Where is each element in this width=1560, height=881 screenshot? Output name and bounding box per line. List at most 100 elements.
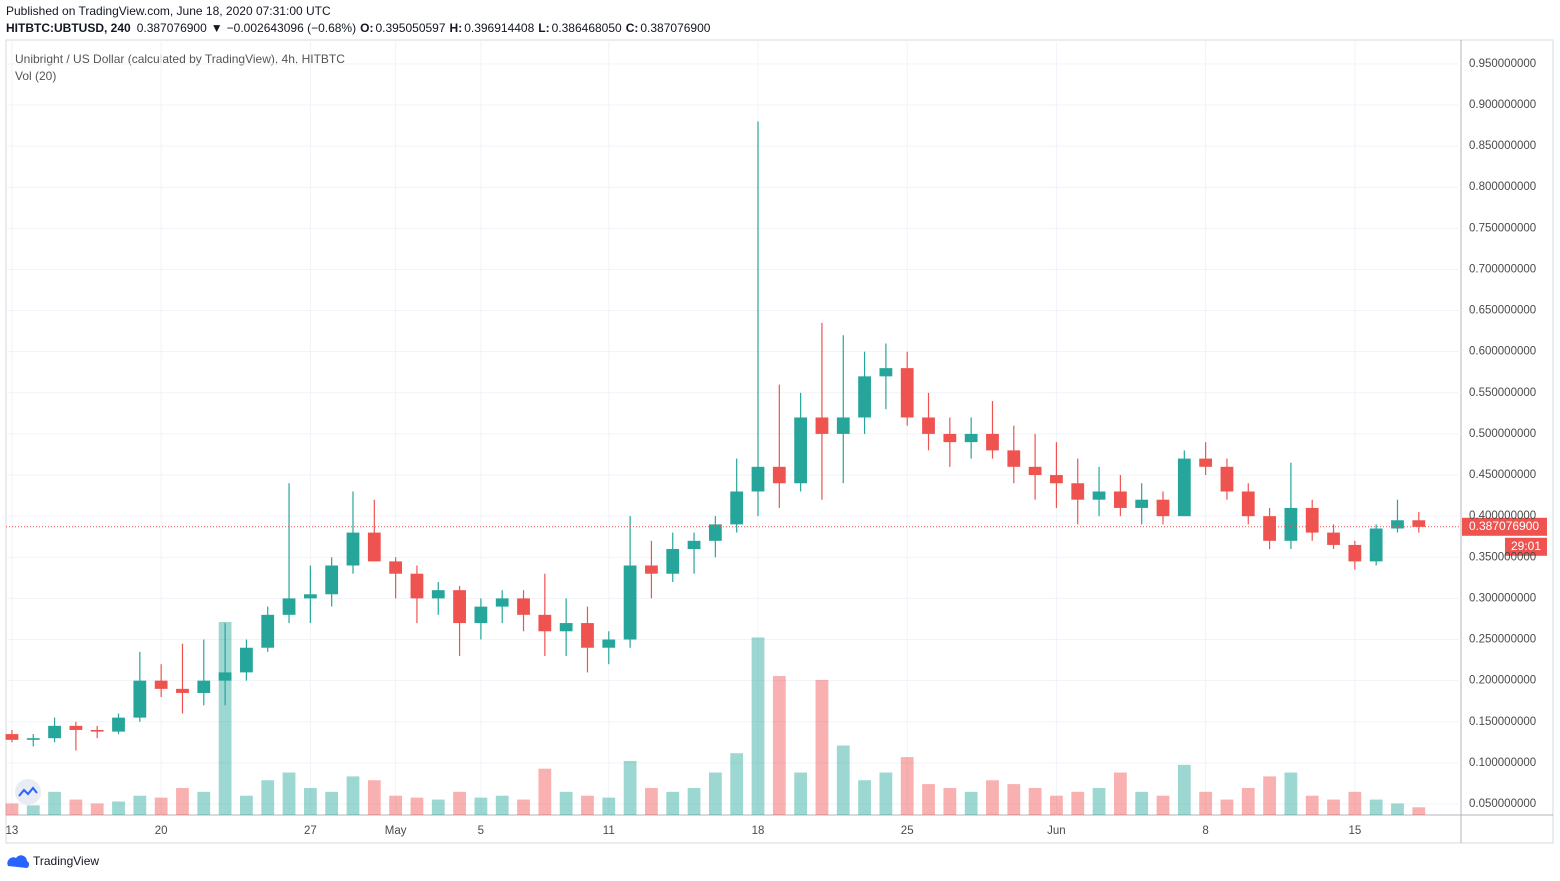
candle-body [559,623,573,632]
candles [5,121,1426,751]
x-tick-label: 20 [155,825,168,837]
volume-bar [474,797,488,815]
y-tick-label: 0.900000000 [1469,99,1536,111]
logo-badge [15,779,41,805]
candle-body [1177,458,1191,517]
x-tick-label: 5 [478,825,484,837]
candle-body [879,368,893,377]
candle-body [1071,483,1085,500]
candle-body [1327,532,1340,545]
candle-body [453,590,466,624]
candle-body [69,725,83,730]
volume-bar [367,780,381,815]
volume-bar [218,622,232,815]
volume-bar [1284,772,1298,815]
y-tick-label: 0.600000000 [1469,346,1536,358]
volume [5,622,1426,815]
candle-body [495,598,509,607]
candle-body [1305,507,1319,533]
y-tick-label: 0.750000000 [1469,222,1536,234]
volume-bar [922,784,935,815]
last-price-label: 0.387076900 [1469,519,1539,533]
header-value: 0.387076900 [640,21,710,35]
volume-bar [836,745,850,815]
header-value: 0.387076900 [137,21,207,35]
volume-bar [858,780,871,815]
volume-bar [112,801,125,815]
volume-bar [346,776,360,815]
candle-body [538,614,552,632]
volume-bar [772,676,786,815]
header-value: C: [626,21,639,35]
candle-body [645,565,658,574]
volume-bar [303,787,317,815]
candle-body [112,717,125,732]
candle-body [687,540,701,550]
candle-body [346,532,360,566]
candle-body [133,680,147,718]
y-tick-label: 0.250000000 [1469,634,1536,646]
volume-bar [943,787,957,815]
volume-title: Vol (20) [15,69,56,83]
volume-bar [154,797,168,815]
volume-bar [495,795,509,815]
y-tick-label: 0.700000000 [1469,263,1536,275]
header-value: ▼ [211,21,223,35]
candle-body [176,688,189,693]
y-tick-label: 0.500000000 [1469,428,1536,440]
candle-body [474,606,488,624]
candle-body [1199,458,1213,467]
volume-bar [602,797,616,815]
candle-body [730,491,744,525]
chart-title: Unibright / US Dollar (calculated by Tra… [15,52,345,66]
candle-body [1412,520,1426,527]
volume-bar [1220,799,1234,815]
volume-bar [5,803,19,815]
candle-body [431,590,445,599]
overlay: 0.387076900 29:01 [6,517,1547,556]
symbol: HITBTC:UBTUSD, 240 [6,21,131,35]
last-price-box [1462,517,1547,536]
volume-bar [1050,795,1063,815]
x-tick-label: 25 [901,825,914,837]
volume-bar [1028,787,1042,815]
volume-bar [986,780,999,815]
candle-body [1007,450,1021,467]
volume-bar [453,791,466,815]
volume-bar [26,805,40,815]
volume-bar [176,787,189,815]
candle-body [1135,499,1149,508]
volume-bar [538,768,552,815]
volume-bar [730,753,744,815]
candle-body [261,614,275,648]
x-tick-label: 8 [1202,825,1208,837]
candle-body [1113,491,1127,508]
volume-bar [1263,776,1276,815]
candle-body [1391,520,1404,529]
volume-bar [1071,791,1085,815]
candle-body [1369,528,1383,562]
volume-bar [1412,807,1426,815]
header-value: 0.396914408 [464,21,534,35]
volume-bar [751,637,765,815]
x-tick-label: May [385,825,407,837]
volume-bar [1241,787,1255,815]
candle-body [367,532,381,562]
candle-body [708,524,722,541]
candle-body [1284,507,1298,541]
y-tick-label: 0.850000000 [1469,140,1536,152]
candle-body [623,565,637,640]
logo-icon [18,786,38,797]
volume-bar [666,791,680,815]
y-tick-label: 0.300000000 [1469,592,1536,604]
candle-body [602,639,616,648]
y-tick-label: 0.800000000 [1469,181,1536,193]
header-value: 0.386468050 [552,21,622,35]
volume-bar [964,791,978,815]
published: Published on TradingView.com, June 18, 2… [6,4,331,18]
volume-bar [1327,799,1340,815]
candle-body [5,734,19,740]
volume-bar [623,760,637,815]
volume-bar [815,679,829,815]
